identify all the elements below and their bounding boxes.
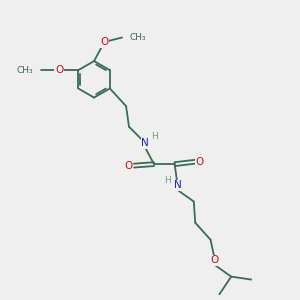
Text: O: O — [124, 160, 133, 171]
Text: O: O — [196, 157, 204, 167]
Text: O: O — [100, 37, 109, 47]
Text: O: O — [55, 65, 63, 75]
Text: H: H — [151, 132, 158, 141]
Text: N: N — [174, 180, 182, 190]
Text: O: O — [211, 255, 219, 266]
Text: H: H — [164, 176, 171, 184]
Text: CH₃: CH₃ — [17, 66, 34, 75]
Text: N: N — [141, 138, 149, 148]
Text: CH₃: CH₃ — [129, 33, 146, 42]
